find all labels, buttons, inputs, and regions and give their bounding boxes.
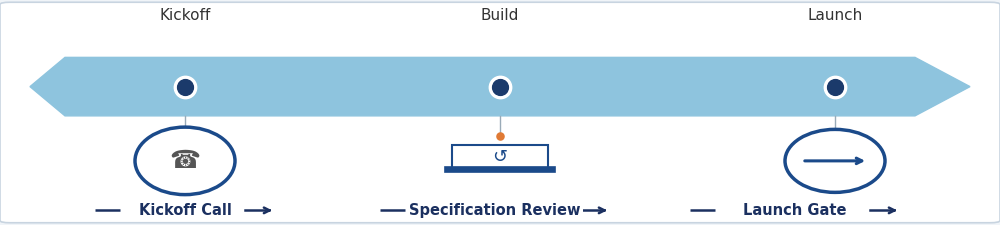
Point [492, 85, 508, 88]
Point [492, 85, 508, 88]
Point [177, 134, 193, 138]
Point [827, 85, 843, 88]
Text: Kickoff Call: Kickoff Call [139, 203, 231, 218]
Text: Launch: Launch [807, 8, 863, 23]
Ellipse shape [785, 129, 885, 192]
Text: ↺: ↺ [492, 148, 508, 166]
Point [492, 134, 508, 138]
Text: ☎: ☎ [169, 149, 201, 173]
Point [827, 134, 843, 138]
Text: Launch Gate: Launch Gate [743, 203, 847, 218]
Ellipse shape [135, 127, 235, 195]
FancyBboxPatch shape [452, 145, 548, 168]
Point [827, 85, 843, 88]
Text: Specification Review: Specification Review [409, 203, 581, 218]
FancyBboxPatch shape [445, 167, 555, 172]
Text: Kickoff: Kickoff [159, 8, 211, 23]
Point [177, 85, 193, 88]
Text: Build: Build [481, 8, 519, 23]
Point [177, 85, 193, 88]
Polygon shape [30, 57, 970, 116]
